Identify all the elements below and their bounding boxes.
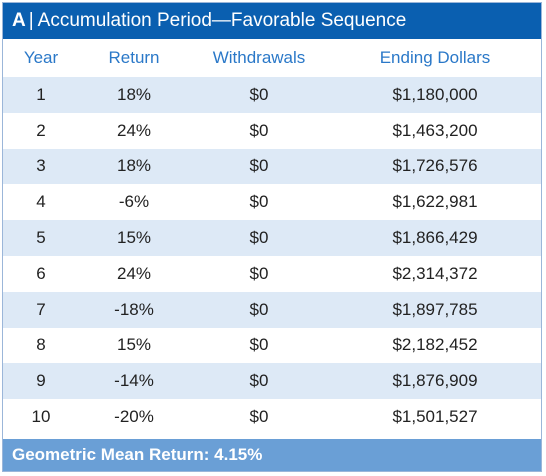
cell-withdrawals: $0	[189, 399, 329, 435]
table-row: 9 -14% $0 $1,876,909	[3, 363, 541, 400]
table-panel: A | Accumulation Period—Favorable Sequence…	[2, 2, 542, 472]
cell-ending-dollars: $1,726,576	[329, 148, 541, 185]
cell-year: 3	[3, 148, 79, 185]
cell-withdrawals: $0	[189, 112, 329, 149]
table-row: 10 -20% $0 $1,501,527	[3, 399, 541, 435]
table-row: 4 -6% $0 $1,622,981	[3, 184, 541, 221]
cell-ending-dollars: $1,622,981	[329, 184, 541, 221]
table-row: 8 15% $0 $2,182,452	[3, 327, 541, 364]
sequence-table: Year Return Withdrawals Ending Dollars 1…	[3, 39, 541, 435]
cell-withdrawals: $0	[189, 184, 329, 221]
column-header-return: Return	[79, 39, 189, 77]
table-row: 6 24% $0 $2,314,372	[3, 255, 541, 292]
cell-return: 15%	[79, 327, 189, 364]
cell-year: 9	[3, 363, 79, 400]
cell-return: 15%	[79, 220, 189, 256]
cell-withdrawals: $0	[189, 220, 329, 256]
cell-ending-dollars: $1,897,785	[329, 291, 541, 328]
table-row: 7 -18% $0 $1,897,785	[3, 291, 541, 328]
cell-return: -20%	[79, 399, 189, 435]
cell-year: 5	[3, 220, 79, 256]
cell-return: -14%	[79, 363, 189, 400]
column-header-ending-dollars: Ending Dollars	[329, 39, 541, 77]
column-header-year: Year	[3, 39, 79, 77]
column-header-withdrawals: Withdrawals	[189, 39, 329, 77]
cell-year: 8	[3, 327, 79, 364]
cell-ending-dollars: $1,866,429	[329, 220, 541, 256]
table-title: A | Accumulation Period—Favorable Sequence	[3, 3, 541, 39]
cell-return: 24%	[79, 255, 189, 292]
cell-ending-dollars: $1,876,909	[329, 363, 541, 400]
cell-year: 1	[3, 77, 79, 113]
cell-withdrawals: $0	[189, 77, 329, 113]
cell-ending-dollars: $2,182,452	[329, 327, 541, 364]
table-row: 5 15% $0 $1,866,429	[3, 220, 541, 256]
cell-return: 18%	[79, 148, 189, 185]
title-separator: |	[28, 10, 34, 31]
cell-ending-dollars: $1,180,000	[329, 77, 541, 113]
title-text: Accumulation Period—Favorable Sequence	[37, 10, 407, 31]
cell-year: 10	[3, 399, 79, 435]
cell-return: 18%	[79, 77, 189, 113]
cell-withdrawals: $0	[189, 148, 329, 185]
cell-withdrawals: $0	[189, 363, 329, 400]
cell-year: 6	[3, 255, 79, 292]
table-row: 3 18% $0 $1,726,576	[3, 148, 541, 185]
cell-withdrawals: $0	[189, 327, 329, 364]
cell-return: -6%	[79, 184, 189, 221]
header-row: Year Return Withdrawals Ending Dollars	[3, 39, 541, 77]
geometric-mean-footer: Geometric Mean Return: 4.15%	[3, 439, 541, 471]
cell-return: 24%	[79, 112, 189, 149]
cell-return: -18%	[79, 291, 189, 328]
cell-year: 2	[3, 112, 79, 149]
cell-withdrawals: $0	[189, 291, 329, 328]
cell-withdrawals: $0	[189, 255, 329, 292]
table-row: 1 18% $0 $1,180,000	[3, 77, 541, 113]
cell-ending-dollars: $2,314,372	[329, 255, 541, 292]
cell-year: 4	[3, 184, 79, 221]
cell-year: 7	[3, 291, 79, 328]
cell-ending-dollars: $1,501,527	[329, 399, 541, 435]
table-row: 2 24% $0 $1,463,200	[3, 112, 541, 149]
cell-ending-dollars: $1,463,200	[329, 112, 541, 149]
title-prefix: A	[12, 10, 26, 31]
